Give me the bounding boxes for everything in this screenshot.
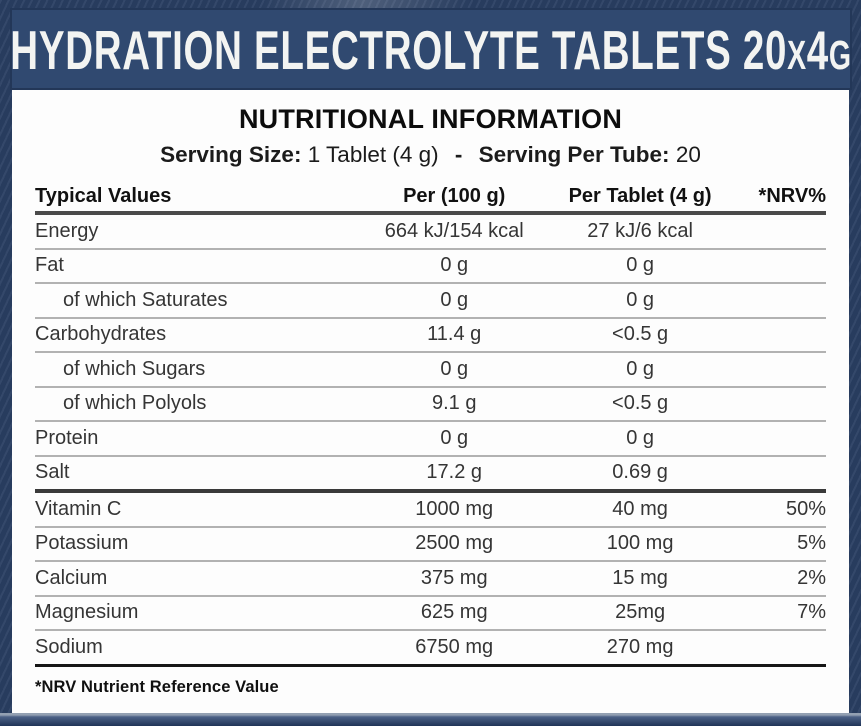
nutrient-name: Sodium <box>35 635 103 658</box>
table-row: Potassium 2500 mg 100 mg 5% <box>35 528 826 562</box>
value-nrv-percent: 50% <box>785 497 826 520</box>
table-row: Vitamin C 1000 mg 40 mg 50% <box>35 493 826 528</box>
serving-separator: - <box>454 142 463 167</box>
nutrient-name: of which Saturates <box>63 288 228 311</box>
nutrient-name: Protein <box>35 426 99 449</box>
column-header-per-tablet: Per Tablet (4 g) <box>568 185 712 207</box>
serving-per-tube-value: 20 <box>675 142 701 167</box>
value-nrv-percent: 7% <box>797 601 826 624</box>
table-row: Energy 664 kJ/154 kcal 27 kJ/6 kcal <box>35 215 826 250</box>
nutrient-name: Calcium <box>35 566 108 589</box>
value-per-tablet: 40 mg <box>612 497 668 520</box>
nutrient-name: Fat <box>35 254 64 277</box>
value-per-tablet: 0 g <box>626 357 654 380</box>
value-per-tablet: 0 g <box>626 288 654 311</box>
value-per-tablet: 25mg <box>615 601 666 624</box>
value-nrv-percent: 5% <box>797 532 826 555</box>
value-per-tablet: 15 mg <box>612 566 668 589</box>
nutrition-title: NUTRITIONAL INFORMATION <box>238 104 623 134</box>
value-per-100g: 0 g <box>440 254 469 277</box>
nutrient-name: Potassium <box>35 532 129 555</box>
nutrient-name: of which Sugars <box>63 357 206 380</box>
value-per-tablet: <0.5 g <box>612 392 669 415</box>
value-per-100g: 17.2 g <box>426 461 483 484</box>
value-per-100g: 2500 mg <box>415 532 494 555</box>
table-body: Energy 664 kJ/154 kcal 27 kJ/6 kcal Fat … <box>35 215 826 667</box>
bottom-navy-strip <box>0 713 861 726</box>
table-row: Calcium 375 mg 15 mg 2% <box>35 562 826 597</box>
product-title-4: 4 <box>806 18 829 81</box>
table-row: Salt 17.2 g 0.69 g <box>35 457 826 493</box>
product-title-main: HYDRATION ELECTROLYTE TABLETS 20 <box>10 18 788 81</box>
value-per-100g: 9.1 g <box>431 392 477 415</box>
nutrition-table: Typical Values Per (100 g) Per Tablet (4… <box>35 182 826 667</box>
value-per-tablet: <0.5 g <box>612 323 669 346</box>
value-per-100g: 0 g <box>440 357 469 380</box>
value-per-tablet: 0 g <box>626 426 654 449</box>
table-row: of which Saturates 0 g 0 g <box>35 284 826 319</box>
nutrition-panel: NUTRITIONAL INFORMATION Serving Size: 1 … <box>12 90 849 713</box>
column-header-nrv: *NRV% <box>758 185 826 207</box>
value-per-tablet: 27 kJ/6 kcal <box>587 219 693 242</box>
value-per-100g: 0 g <box>440 288 469 311</box>
value-nrv-percent: 2% <box>797 566 826 589</box>
nutrient-name: Magnesium <box>35 601 139 624</box>
value-per-tablet: 100 mg <box>606 532 674 555</box>
value-per-100g: 375 mg <box>420 566 488 589</box>
table-row: Protein 0 g 0 g <box>35 422 826 457</box>
value-per-100g: 1000 mg <box>415 497 494 520</box>
value-per-100g: 11.4 g <box>427 323 482 346</box>
column-header-typical-values: Typical Values <box>35 185 172 207</box>
table-row: Magnesium 625 mg 25mg 7% <box>35 597 826 631</box>
column-header-per-100g: Per (100 g) <box>403 185 506 207</box>
nutrient-name: of which Polyols <box>63 392 207 415</box>
table-row: Fat 0 g 0 g <box>35 250 826 284</box>
value-per-100g: 6750 mg <box>415 635 494 658</box>
serving-size-label: Serving Size: <box>160 142 302 167</box>
value-per-tablet: 0 g <box>626 254 654 277</box>
value-per-tablet: 270 mg <box>606 635 674 658</box>
serving-info: Serving Size: 1 Tablet (4 g) - Serving P… <box>35 142 826 168</box>
nutrient-name: Energy <box>35 219 99 242</box>
product-title-bar: HYDRATION ELECTROLYTE TABLETS 20X4G <box>10 8 852 90</box>
table-row: of which Sugars 0 g 0 g <box>35 353 826 388</box>
nutrient-name: Carbohydrates <box>35 323 167 346</box>
table-header-row: Typical Values Per (100 g) Per Tablet (4… <box>35 182 826 215</box>
nutrient-name: Vitamin C <box>35 497 122 520</box>
value-per-100g: 625 mg <box>420 601 488 624</box>
table-row: Carbohydrates 11.4 g <0.5 g <box>35 319 826 353</box>
value-per-100g: 0 g <box>440 426 469 449</box>
nrv-footnote: *NRV Nutrient Reference Value <box>35 677 279 696</box>
product-title-g: G <box>828 31 852 78</box>
nutrient-name: Salt <box>35 461 70 484</box>
product-title: HYDRATION ELECTROLYTE TABLETS 20X4G <box>10 21 851 78</box>
product-title-x: X <box>787 31 807 78</box>
serving-per-tube-label: Serving Per Tube: <box>478 142 670 167</box>
serving-size-value: 1 Tablet (4 g) <box>307 142 439 167</box>
value-per-100g: 664 kJ/154 kcal <box>384 219 524 242</box>
table-row: Sodium 6750 mg 270 mg <box>35 631 826 667</box>
table-row: of which Polyols 9.1 g <0.5 g <box>35 388 826 422</box>
value-per-tablet: 0.69 g <box>612 461 668 484</box>
